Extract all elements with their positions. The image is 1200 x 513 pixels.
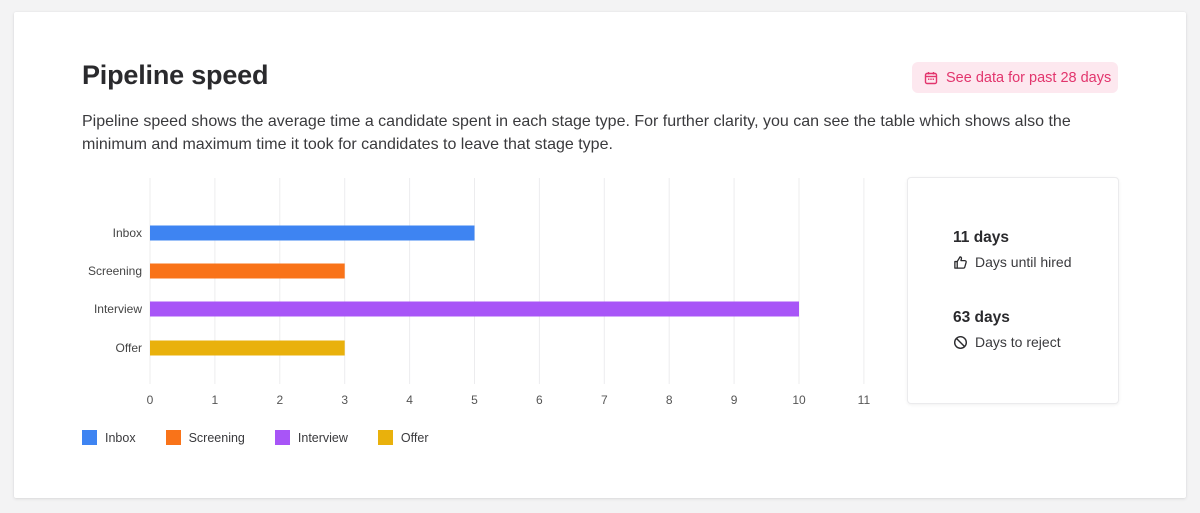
y-tick-label: Interview [94,302,142,316]
stat-reject-value: 63 days [953,309,1010,326]
x-tick-label: 3 [341,393,348,407]
date-range-label: See data for past 28 days [946,69,1112,86]
x-tick-label: 11 [858,393,871,407]
x-tick-label: 2 [276,393,283,407]
legend-label: Screening [188,430,245,445]
legend-swatch [165,430,181,445]
legend-item-screening[interactable]: Screening [165,430,245,445]
calendar-icon [924,71,938,85]
x-tick-label: 7 [601,393,608,407]
x-tick-label: 6 [536,393,543,407]
bar-interview[interactable] [150,301,799,317]
pipeline-bar-chart: 0 1 2 3 4 5 6 7 8 9 10 11 Inbox Screening Interview Off… [88,178,871,407]
legend-swatch [377,430,393,445]
ban-icon [953,335,968,350]
stats-panel: 11 days Days until hired 63 days [907,177,1119,404]
x-tick-label: 1 [212,393,219,407]
x-tick-label: 0 [147,393,154,407]
y-tick-label: Inbox [113,226,142,240]
x-tick-label: 8 [666,393,673,407]
stat-hired-label: Days until hired [975,254,1072,270]
legend-swatch [82,430,97,445]
x-tick-label: 5 [471,393,478,407]
x-tick-label: 10 [792,393,806,407]
x-tick-label: 9 [731,393,738,407]
stat-reject-label: Days to reject [975,334,1061,350]
stat-hired: 11 days Days until hired [953,229,1072,270]
legend-item-interview[interactable]: Interview [274,430,348,445]
chart-legend: Inbox Screening Interview Offer [82,430,458,445]
page-title: Pipeline speed [82,60,269,90]
bar-offer[interactable] [150,340,345,356]
legend-label: Offer [400,430,429,445]
stat-reject: 63 days Days to reject [953,309,1061,350]
legend-swatch [274,430,290,445]
bar-screening[interactable] [150,263,345,279]
legend-label: Interview [297,430,348,445]
legend-item-inbox[interactable]: Inbox [82,430,136,445]
x-tick-label: 4 [406,393,413,407]
legend-label: Inbox [105,430,136,445]
date-range-button[interactable]: See data for past 28 days [912,62,1118,93]
bar-inbox[interactable] [150,225,475,241]
y-tick-label: Offer [116,341,142,355]
y-tick-label: Screening [88,264,142,278]
pipeline-speed-card: Pipeline speed See data for past 28 days… [14,12,1186,498]
legend-item-offer[interactable]: Offer [377,430,429,445]
stat-hired-value: 11 days [953,229,1010,246]
thumbs-up-icon [953,255,968,270]
description: Pipeline speed shows the average time a … [82,113,1071,153]
